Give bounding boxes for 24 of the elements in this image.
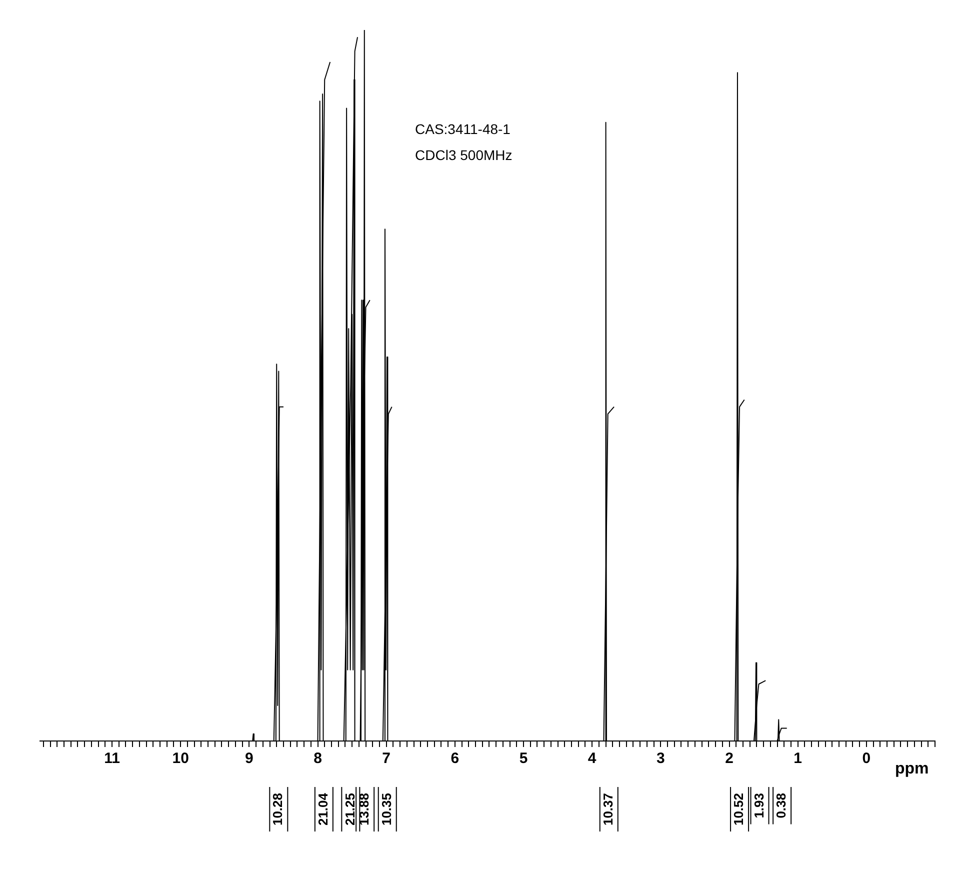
text: 0.38 xyxy=(774,792,789,818)
x-tick-label: 1 xyxy=(794,750,802,768)
x-tick-label: 6 xyxy=(450,750,460,768)
x-tick-label: 3 xyxy=(656,750,665,768)
x-tick-label: 10 xyxy=(172,750,189,768)
text: 21.04 xyxy=(316,792,331,826)
text: 10.35 xyxy=(378,792,394,826)
x-tick-label: 8 xyxy=(314,750,322,768)
x-tick-label: 11 xyxy=(104,750,120,768)
text: 13.88 xyxy=(356,792,372,826)
x-tick-label: 9 xyxy=(245,750,254,768)
x-tick-label: 4 xyxy=(588,750,597,768)
annotation: CDCl3 500MHz xyxy=(415,146,512,163)
text: 1.93 xyxy=(751,792,766,818)
text: 10.28 xyxy=(270,792,286,826)
x-tick-label: 7 xyxy=(382,750,391,768)
text: 10.37 xyxy=(600,792,616,826)
x-tick-label: 5 xyxy=(519,750,528,768)
text: 10.52 xyxy=(731,792,746,826)
x-axis-title: ppm xyxy=(895,760,929,778)
x-tick-label: 0 xyxy=(862,750,871,768)
x-tick-label: 2 xyxy=(725,750,734,768)
text: 21.25 xyxy=(342,792,358,826)
annotation: CAS:3411-48-1 xyxy=(415,120,511,137)
